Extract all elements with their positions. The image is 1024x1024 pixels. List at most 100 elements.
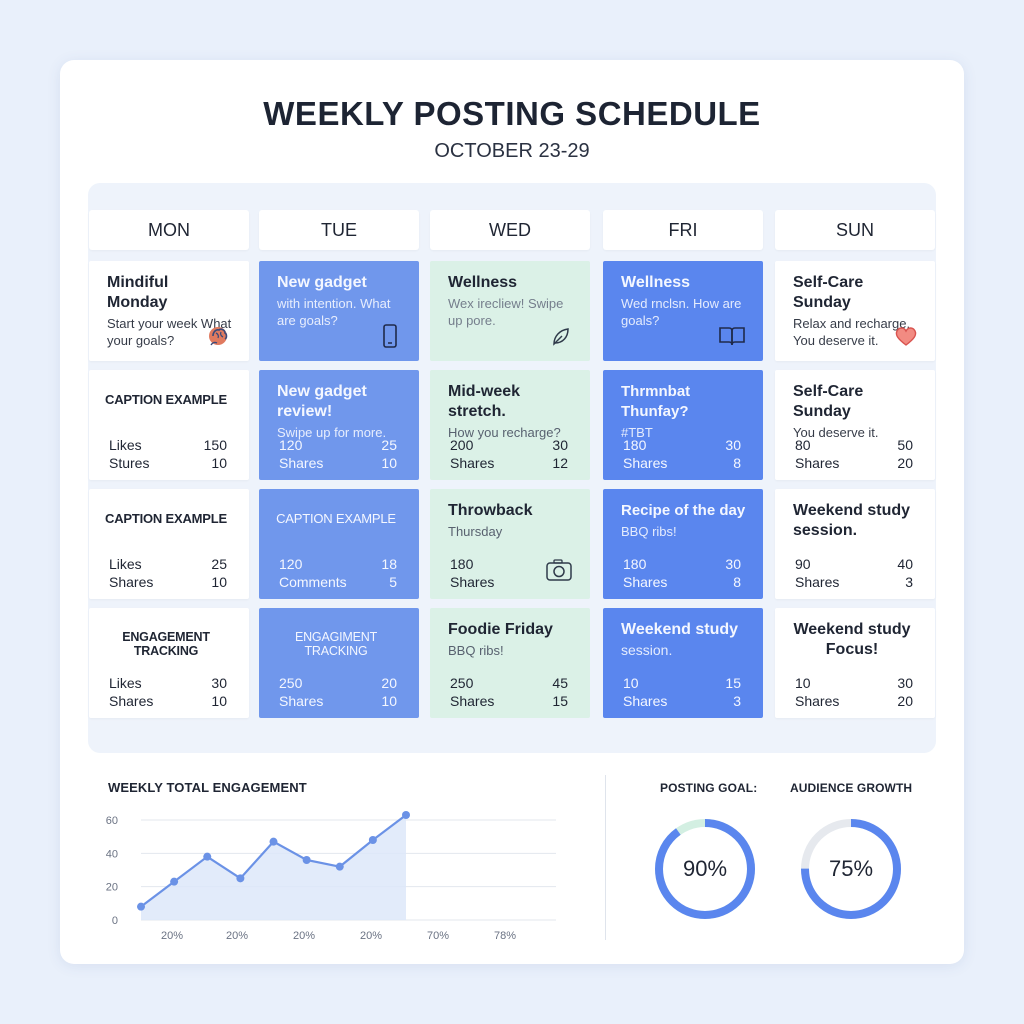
post-title: Weekend study [621, 621, 739, 638]
data-point [170, 877, 179, 886]
metric-label: 180 [623, 556, 647, 572]
data-point [402, 811, 410, 819]
caption-label: CAPTION EXAMPLE [105, 511, 227, 526]
metric-label: 180 [450, 556, 474, 572]
camera-icon [546, 559, 572, 581]
data-point [137, 902, 145, 911]
metric-value: 3 [733, 693, 741, 709]
post-title: Thrmnbat Thunfay? [621, 383, 691, 420]
donut-progress [801, 819, 901, 919]
metric-label: 250 [450, 675, 474, 691]
metric-value: 45 [552, 675, 568, 691]
post-cell-wed-4[interactable]: Foodie Friday BBQ ribs! 250 45 Shares 15 [430, 608, 590, 718]
donut-progress [655, 819, 755, 919]
metric-label: Shares [279, 455, 324, 471]
posting-goal-value: 90% [682, 856, 728, 881]
day-header-wed[interactable]: WED [430, 210, 590, 250]
data-point [335, 862, 344, 871]
post-desc: Wex irecliew! Swipe up pore. [448, 296, 564, 328]
day-header-sun[interactable]: SUN [775, 210, 935, 250]
x-tick-label: 20% [293, 930, 315, 942]
y-tick-label: 40 [106, 848, 118, 860]
post-title: Self-Care Sunday [793, 383, 864, 420]
post-cell-tue-3[interactable]: CAPTION EXAMPLE 120 18 Comments 5 [259, 489, 419, 599]
metric-value: 10 [381, 455, 397, 471]
metric-value: 150 [203, 437, 227, 453]
metric-value: 8 [733, 455, 741, 471]
post-desc: Start your week What your goals? [107, 316, 232, 348]
caption-label: CAPTION EXAMPLE [105, 392, 227, 407]
metric-label: Comments [279, 574, 347, 590]
post-title: New gadget review! [277, 383, 367, 420]
y-tick-label: 60 [106, 815, 118, 827]
post-cell-tue-4[interactable]: ENGAGIMENT TRACKING 250 20 Shares 10 [259, 608, 419, 718]
post-cell-wed-2[interactable]: Mid-week stretch. How you recharge? 200 3… [430, 370, 590, 480]
data-point [203, 852, 212, 861]
metric-label: 250 [279, 675, 303, 691]
metric-value: 15 [552, 693, 568, 709]
post-cell-mon-1[interactable]: Mindiful Monday Start your week What you… [89, 261, 249, 361]
metric-value: 30 [211, 675, 227, 691]
metric-label: Stures [109, 455, 150, 471]
post-cell-tue-2[interactable]: New gadget review! Swipe up for more. 12… [259, 370, 419, 480]
metric-value: 18 [381, 556, 397, 572]
metric-value: 25 [381, 437, 397, 453]
post-desc: #TBT [621, 425, 653, 440]
metric-value: 20 [897, 455, 913, 471]
audience-growth-donut [801, 819, 901, 919]
metric-label: Shares [450, 693, 495, 709]
phone-icon [383, 324, 397, 348]
leaf-icon [553, 328, 569, 346]
brain-icon [209, 327, 228, 346]
page-title: WEEKLY POSTING SCHEDULE [263, 95, 761, 132]
metric-value: 30 [552, 437, 568, 453]
post-cell-mon-3[interactable]: CAPTION EXAMPLE Likes 25 Shares 10 [89, 489, 249, 599]
metric-label: 120 [279, 556, 303, 572]
metric-value: 3 [905, 574, 913, 590]
data-point [368, 836, 377, 844]
day-header-fri[interactable]: FRI [603, 210, 763, 250]
metric-label: Shares [623, 574, 668, 590]
post-cell-sun-2[interactable]: Self-Care Sunday You deserve it. 80 50 Sh… [775, 370, 935, 480]
metric-label: Likes [109, 437, 142, 453]
y-tick-label: 20 [106, 882, 118, 894]
post-desc: session. [621, 642, 673, 658]
heart-icon [895, 327, 917, 346]
day-header-mon[interactable]: MON [89, 210, 249, 250]
metric-value: 30 [725, 556, 741, 572]
post-title: Throwback [448, 502, 533, 519]
post-cell-wed-1[interactable]: Wellness Wex irecliew! Swipe up pore. [430, 261, 590, 361]
caption-label: ENGAGEMENT TRACKING [122, 630, 210, 658]
post-cell-fri-2[interactable]: Thrmnbat Thunfay? #TBT 180 30 Shares 8 [603, 370, 763, 480]
post-cell-mon-2[interactable]: CAPTION EXAMPLE Likes 150 Stures 10 [89, 370, 249, 480]
metric-label: Shares [623, 455, 668, 471]
post-cell-fri-3[interactable]: Recipe of the day BBQ ribs! 180 30 Shares… [603, 489, 763, 599]
post-cell-fri-1[interactable]: Wellness Wed rnclsn. How are goals? [603, 261, 763, 361]
metric-value: 8 [733, 574, 741, 590]
post-title: New gadget [277, 274, 367, 291]
data-point [269, 837, 278, 846]
metric-value: 10 [211, 574, 227, 590]
post-title: Recipe of the day [621, 502, 746, 519]
post-desc: Wed rnclsn. How are goals? [621, 296, 742, 328]
caption-label: CAPTION EXAMPLE [276, 511, 396, 526]
metric-label: Shares [623, 693, 668, 709]
post-cell-wed-3[interactable]: Throwback Thursday 180 Shares [430, 489, 590, 599]
post-cell-mon-4[interactable]: ENGAGEMENT TRACKING Likes 30 Shares 10 [89, 608, 249, 718]
post-desc: Thursday [448, 524, 503, 539]
post-title: Foodie Friday [448, 621, 553, 638]
day-header-tue[interactable]: TUE [259, 210, 419, 250]
data-point [236, 874, 245, 883]
metric-label: Shares [279, 693, 324, 709]
post-cell-fri-4[interactable]: Weekend study session. 10 15 Shares 3 [603, 608, 763, 718]
post-cell-sun-1[interactable]: Self-Care Sunday Relax and recharge. You… [775, 261, 935, 361]
metric-label: 120 [279, 437, 303, 453]
metric-label: Shares [795, 574, 840, 590]
metric-value: 20 [381, 675, 397, 691]
post-title: Weekend study Focus! [793, 621, 911, 658]
post-desc: How you recharge? [448, 425, 561, 440]
post-cell-sun-4[interactable]: Weekend study Focus! 10 30 Shares 20 [775, 608, 935, 718]
post-cell-sun-3[interactable]: Weekend study session. 90 40 Shares 3 [775, 489, 935, 599]
post-cell-tue-1[interactable]: New gadget with intention. What are goal… [259, 261, 419, 361]
x-tick-label: 20% [161, 930, 183, 942]
